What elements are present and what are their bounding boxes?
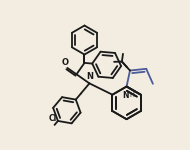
Text: N: N (122, 91, 129, 100)
Text: H: H (129, 92, 134, 98)
Text: Cl: Cl (49, 114, 57, 123)
Text: N: N (86, 72, 93, 81)
Text: O: O (62, 58, 69, 67)
